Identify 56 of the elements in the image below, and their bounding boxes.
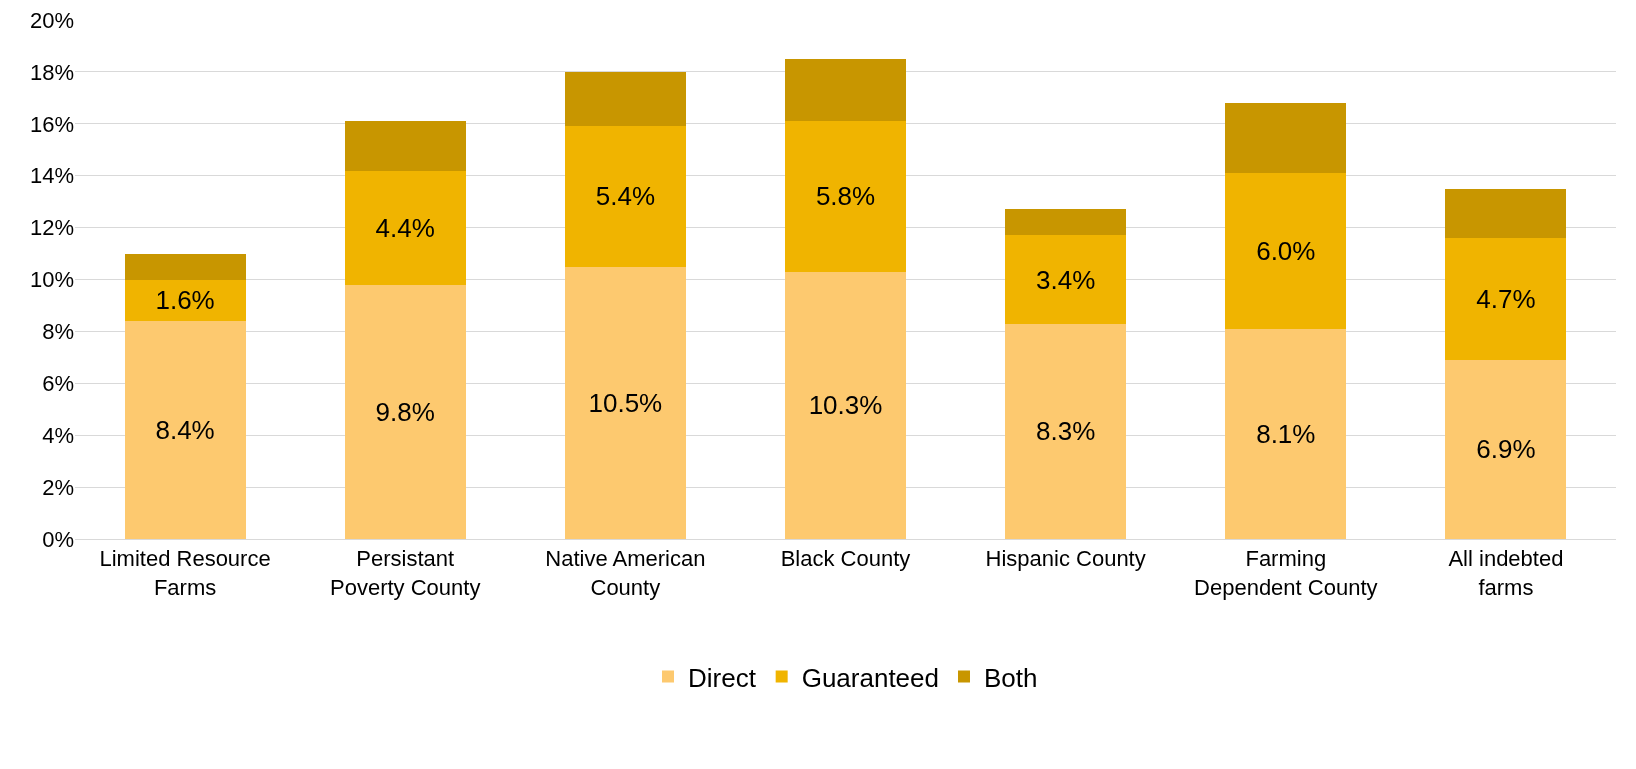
legend-label: Guaranteed	[801, 662, 939, 693]
data-label: 8.1%	[1256, 418, 1316, 449]
bar	[124, 253, 246, 280]
y-tick-label: 18%	[29, 59, 74, 85]
data-label: 4.7%	[1476, 283, 1536, 314]
bar	[1445, 237, 1567, 360]
bar	[1445, 359, 1567, 539]
legend-label: Both	[984, 662, 1038, 693]
bar	[564, 126, 686, 267]
data-label: 8.4%	[155, 415, 215, 446]
bar	[1225, 103, 1347, 174]
y-tick-label: 8%	[42, 319, 74, 345]
bar	[344, 284, 466, 539]
x-tick-label: Limited Resource Farms	[99, 546, 271, 600]
bar	[1445, 188, 1567, 238]
data-label: 6.9%	[1476, 434, 1536, 465]
y-tick-label: 4%	[42, 422, 74, 448]
data-label: 6.0%	[1256, 235, 1316, 266]
data-label: 4.4%	[375, 212, 435, 243]
data-label: 10.5%	[588, 387, 663, 418]
bar	[1005, 209, 1127, 236]
x-tick-label: Native American County	[545, 546, 706, 600]
data-label: 9.8%	[375, 396, 435, 427]
y-tick-label: 6%	[42, 371, 74, 396]
bar	[1225, 328, 1347, 539]
y-tick-label: 14%	[29, 163, 74, 189]
data-label: 5.4%	[595, 181, 655, 212]
x-tick-label: All indebted farms	[1448, 546, 1564, 600]
y-tick-label: 2%	[42, 474, 74, 500]
legend-label: Direct	[688, 662, 757, 693]
bar	[124, 279, 246, 322]
bar	[784, 58, 907, 122]
bar	[344, 121, 466, 171]
bar	[344, 170, 466, 285]
y-tick-label: 10%	[29, 267, 74, 293]
bar	[1225, 173, 1347, 329]
data-label: 8.3%	[1036, 416, 1096, 447]
x-tick-label: Hispanic County	[985, 546, 1146, 572]
data-label: 10.3%	[808, 390, 883, 421]
bar	[784, 271, 907, 539]
bar	[784, 121, 907, 272]
bar	[564, 71, 686, 127]
x-tick-label: Persistant Poverty County	[330, 546, 481, 600]
y-tick-label: 16%	[29, 111, 74, 137]
x-tick-label: Black County	[780, 546, 911, 572]
y-tick-label: 20%	[29, 7, 74, 33]
bar	[1005, 235, 1127, 324]
y-tick-label: 12%	[29, 215, 74, 241]
data-label: 1.6%	[155, 285, 215, 316]
data-label: 5.8%	[815, 181, 876, 212]
x-tick-label: Farming Dependent County	[1194, 546, 1378, 600]
y-tick-label: 0%	[42, 526, 74, 552]
data-label: 3.4%	[1036, 264, 1096, 295]
bar	[124, 321, 246, 539]
bar	[1005, 323, 1127, 539]
bar	[564, 266, 686, 539]
